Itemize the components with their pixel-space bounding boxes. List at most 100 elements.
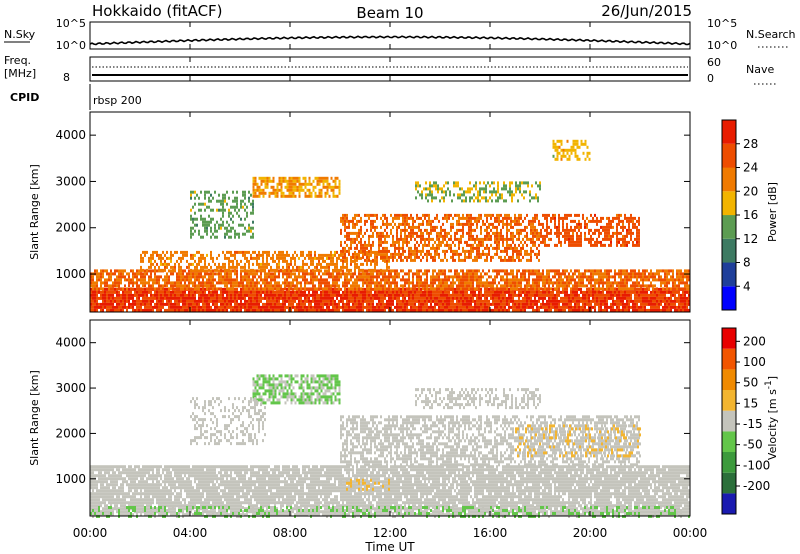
data-cell xyxy=(328,296,330,300)
data-cell xyxy=(160,290,162,294)
data-cell xyxy=(176,250,178,254)
noise-left-tick-low: 10^0 xyxy=(56,39,86,52)
data-cell xyxy=(214,299,216,303)
data-cell xyxy=(654,302,656,306)
data-cell xyxy=(320,278,322,282)
data-cell xyxy=(594,269,596,273)
data-cell xyxy=(470,275,472,279)
data-cell xyxy=(332,290,334,294)
data-cell xyxy=(336,302,338,306)
data-cell xyxy=(650,281,652,285)
data-cell xyxy=(418,216,420,220)
data-cell xyxy=(676,278,678,282)
data-cell xyxy=(180,268,182,272)
data-cell xyxy=(578,269,580,273)
data-cell xyxy=(250,302,252,306)
data-cell xyxy=(136,284,138,288)
data-cell xyxy=(564,308,566,312)
data-cell xyxy=(668,272,670,276)
data-cell xyxy=(274,278,276,282)
data-cell xyxy=(176,287,178,291)
data-cell xyxy=(268,275,270,279)
data-cell xyxy=(354,305,356,309)
data-cell xyxy=(376,269,378,273)
data-cell xyxy=(622,299,624,303)
data-cell xyxy=(114,299,116,303)
data-cell xyxy=(478,302,480,306)
data-cell xyxy=(618,272,620,276)
data-cell xyxy=(126,299,128,303)
data-cell xyxy=(308,299,310,303)
data-cell xyxy=(684,290,686,294)
data-cell xyxy=(368,237,370,241)
data-cell xyxy=(512,305,514,309)
header-station: Hokkaido (fitACF) xyxy=(92,2,223,20)
data-cell xyxy=(330,290,332,294)
data-cell xyxy=(184,302,186,306)
data-cell xyxy=(212,287,214,291)
data-cell xyxy=(142,302,144,306)
data-cell xyxy=(368,296,370,300)
data-cell xyxy=(400,284,402,288)
data-cell xyxy=(290,284,292,288)
data-cell xyxy=(646,287,648,291)
data-cell xyxy=(476,272,478,276)
data-cell xyxy=(340,293,342,297)
data-cell xyxy=(278,269,280,273)
data-cell xyxy=(240,272,242,276)
data-cell xyxy=(180,293,182,297)
data-cell xyxy=(152,250,154,254)
data-cell xyxy=(548,284,550,288)
data-cell xyxy=(148,287,150,291)
data-cell xyxy=(472,228,474,232)
data-cell xyxy=(462,290,464,294)
data-cell xyxy=(218,293,220,297)
data-cell xyxy=(338,268,340,272)
data-cell xyxy=(276,281,278,285)
data-cell xyxy=(278,287,280,291)
data-cell xyxy=(524,269,526,273)
data-cell xyxy=(458,296,460,300)
data-cell xyxy=(274,272,276,276)
data-cell xyxy=(336,281,338,285)
data-cell xyxy=(304,278,306,282)
data-cell xyxy=(306,278,308,282)
data-cell xyxy=(432,290,434,294)
data-cell xyxy=(180,290,182,294)
data-cell xyxy=(438,299,440,303)
data-cell xyxy=(444,228,446,232)
data-cell xyxy=(404,302,406,306)
data-cell xyxy=(410,225,412,229)
data-cell xyxy=(188,275,190,279)
data-cell xyxy=(166,296,168,300)
data-cell xyxy=(382,246,384,250)
data-cell xyxy=(342,290,344,294)
data-cell xyxy=(248,293,250,297)
data-cell xyxy=(434,302,436,306)
data-cell xyxy=(420,281,422,285)
data-cell xyxy=(160,299,162,303)
data-cell xyxy=(560,278,562,282)
data-cell xyxy=(564,293,566,297)
data-cell xyxy=(512,287,514,291)
data-cell xyxy=(340,231,342,235)
data-cell xyxy=(254,290,256,294)
data-cell xyxy=(638,284,640,288)
data-cell xyxy=(102,269,104,273)
data-cell xyxy=(236,290,238,294)
data-cell xyxy=(354,268,356,272)
data-cell xyxy=(486,278,488,282)
data-cell xyxy=(662,287,664,291)
data-cell xyxy=(208,262,210,266)
data-cell xyxy=(464,275,466,279)
data-cell xyxy=(462,234,464,238)
data-cell xyxy=(138,293,140,297)
data-cell xyxy=(366,219,368,223)
data-cell xyxy=(218,278,220,282)
data-cell xyxy=(176,290,178,294)
data-cell xyxy=(268,272,270,276)
data-cell xyxy=(594,281,596,285)
data-cell xyxy=(574,278,576,282)
data-cell xyxy=(358,296,360,300)
data-cell xyxy=(512,225,514,229)
